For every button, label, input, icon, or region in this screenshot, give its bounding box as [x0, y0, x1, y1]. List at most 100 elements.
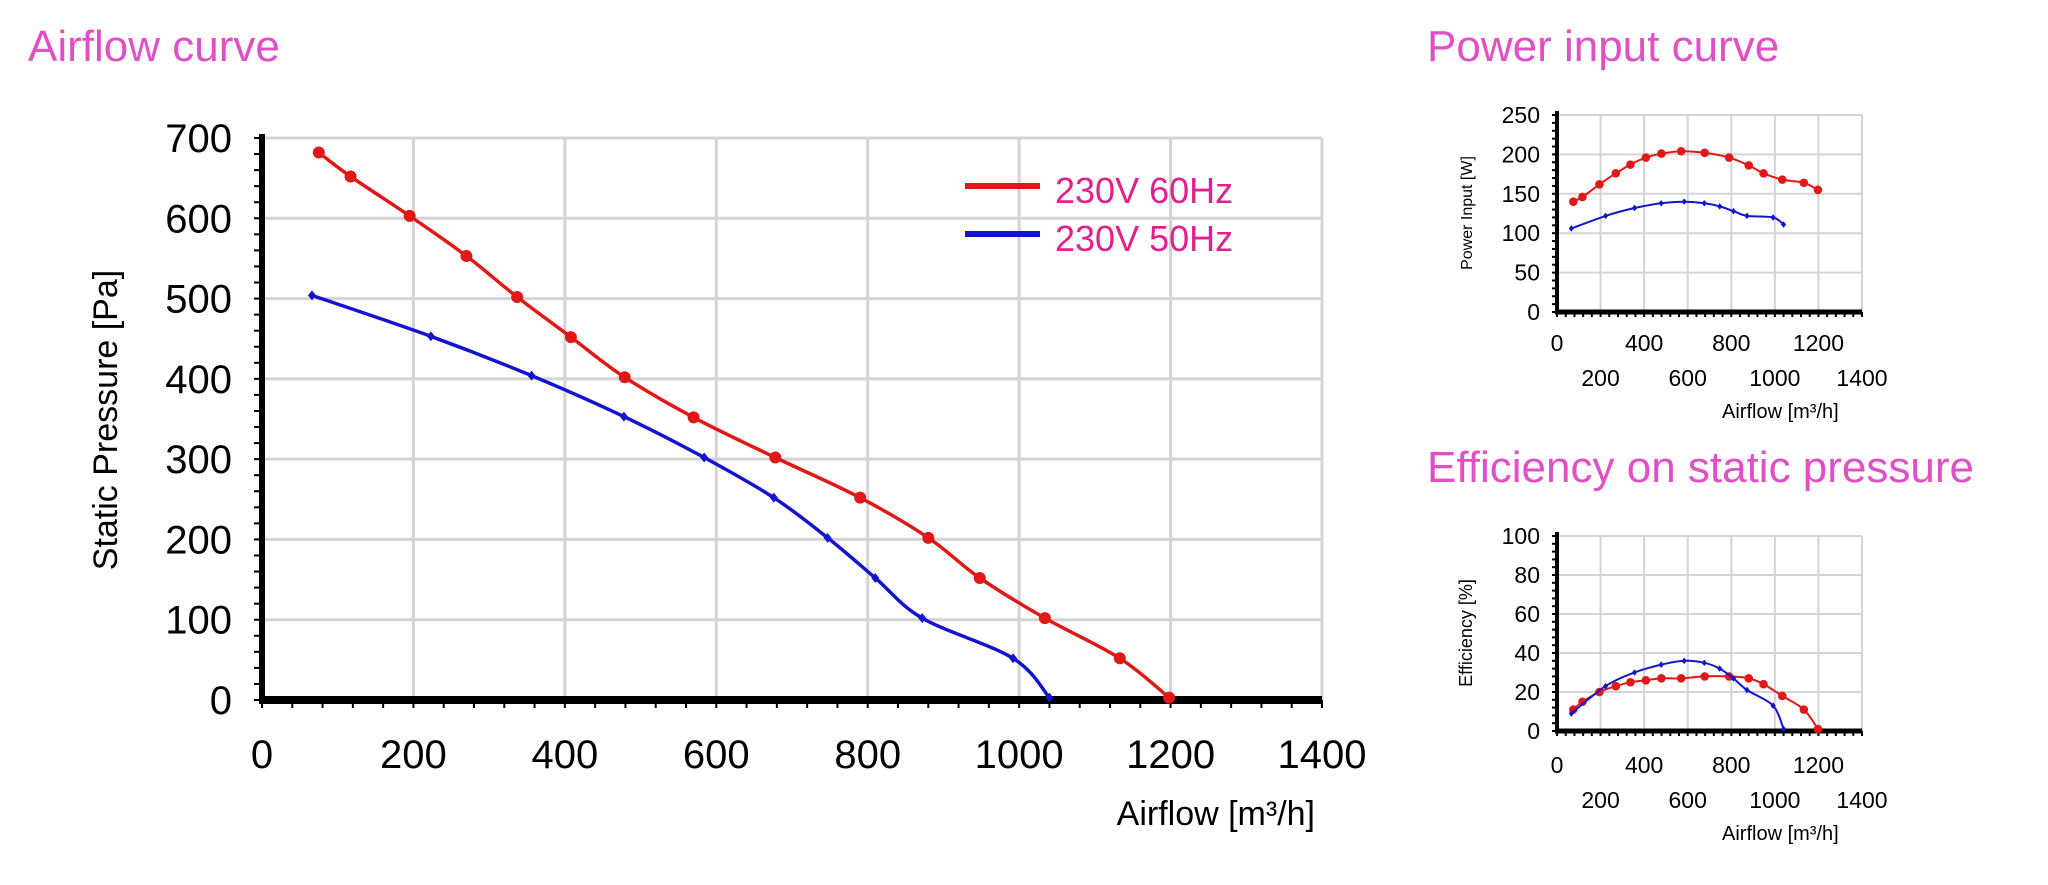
- airflow-point-60hz: [344, 170, 357, 183]
- airflow-point-50hz: [307, 290, 316, 301]
- airflow-y-tick-label: 0: [210, 679, 232, 723]
- power-point-50hz: [1780, 221, 1787, 228]
- power-point-60hz: [1626, 160, 1635, 169]
- efficiency-point-50hz: [1568, 710, 1575, 717]
- airflow-y-tick-label: 700: [165, 117, 232, 161]
- power-input-curve-title: Power input curve: [1427, 22, 1780, 71]
- efficiency-point-60hz: [1777, 691, 1787, 701]
- airflow-y-tick-label: 400: [165, 358, 232, 402]
- airflow-point-60hz: [769, 451, 782, 464]
- efficiency-point-60hz: [1578, 697, 1587, 707]
- efficiency-y-tick-label: 40: [1514, 640, 1540, 666]
- efficiency-point-60hz: [1799, 705, 1809, 714]
- efficiency-y-tick-label: 0: [1527, 718, 1540, 744]
- airflow-point-60hz: [618, 371, 631, 384]
- airflow-x-tick-label: 800: [834, 733, 901, 777]
- airflow-point-50hz: [871, 572, 880, 583]
- legend-label-60hz: 230V 60Hz: [1055, 170, 1233, 211]
- power-point-50hz: [1744, 212, 1750, 220]
- airflow-point-50hz: [1045, 692, 1054, 703]
- efficiency-chart: 0204060801000200400600800100012001400Air…: [1456, 523, 1888, 845]
- airflow-chart: 0 100 200 300 400 500 600 700 0 200 400 600 800 1000 1…: [87, 117, 1366, 833]
- power-chart: 0501001502002500200400600800100012001400…: [1459, 102, 1888, 423]
- efficiency-point-60hz: [1641, 676, 1651, 685]
- efficiency-x-tick-label: 1000: [1749, 787, 1800, 813]
- airflow-x-tick-label: 600: [683, 733, 750, 777]
- efficiency-point-60hz: [1611, 681, 1621, 691]
- power-series-line-50hz: [1571, 200, 1785, 230]
- efficiency-point-50hz: [1602, 682, 1609, 690]
- power-x-tick-label: 800: [1712, 330, 1750, 356]
- airflow-point-50hz: [918, 613, 927, 624]
- power-point-60hz: [1578, 192, 1587, 202]
- power-y-tick-label: 50: [1514, 260, 1540, 286]
- airflow-series-line-50hz: [311, 293, 1051, 699]
- efficiency-y-tick-label: 100: [1502, 523, 1540, 549]
- airflow-point-50hz: [527, 370, 536, 381]
- legend-label-50hz: 230V 50Hz: [1055, 218, 1233, 259]
- efficiency-point-60hz: [1813, 724, 1823, 734]
- power-point-50hz: [1631, 204, 1638, 212]
- power-x-tick-label: 200: [1581, 365, 1619, 391]
- power-point-60hz: [1799, 178, 1809, 188]
- airflow-point-50hz: [619, 411, 628, 422]
- efficiency-x-tick-label: 600: [1669, 787, 1707, 813]
- power-point-60hz: [1676, 146, 1686, 156]
- airflow-x-tick-label: 200: [380, 733, 447, 777]
- airflow-point-50hz: [769, 492, 778, 503]
- efficiency-y-tick-label: 80: [1514, 562, 1540, 588]
- airflow-point-60hz: [312, 146, 325, 159]
- airflow-point-50hz: [823, 532, 832, 543]
- power-point-50hz: [1681, 198, 1687, 205]
- power-point-50hz: [1730, 207, 1737, 215]
- power-point-50hz: [1602, 212, 1609, 220]
- efficiency-point-60hz: [1759, 679, 1768, 689]
- airflow-x-tick-label: 1400: [1278, 733, 1367, 777]
- airflow-point-60hz: [1038, 612, 1051, 625]
- efficiency-series-line-50hz: [1570, 659, 1785, 730]
- power-point-50hz: [1568, 225, 1575, 232]
- airflow-y-tick-label: 100: [165, 599, 232, 643]
- power-point-60hz: [1777, 175, 1787, 184]
- airflow-x-tick-label: 1200: [1126, 733, 1215, 777]
- airflow-point-60hz: [1163, 691, 1176, 704]
- power-point-60hz: [1744, 161, 1754, 170]
- airflow-x-axis-label: Airflow [m³/h]: [1117, 795, 1315, 833]
- airflow-point-60hz: [403, 209, 416, 222]
- power-x-axis-label: Airflow [m³/h]: [1722, 401, 1839, 423]
- airflow-point-50hz: [700, 452, 709, 463]
- efficiency-x-tick-label: 1400: [1836, 787, 1887, 813]
- efficiency-x-tick-label: 1200: [1793, 752, 1844, 778]
- power-x-tick-label: 600: [1669, 365, 1707, 391]
- power-point-60hz: [1813, 185, 1823, 195]
- airflow-point-60hz: [687, 411, 700, 424]
- efficiency-x-tick-label: 200: [1581, 787, 1619, 813]
- airflow-y-axis-label: Static Pressure [Pa]: [87, 270, 125, 570]
- power-point-50hz: [1658, 199, 1664, 207]
- airflow-x-tick-label: 400: [531, 733, 598, 777]
- airflow-point-60hz: [511, 290, 524, 303]
- power-point-60hz: [1569, 197, 1578, 206]
- legend: 230V 60Hz 230V 50Hz: [965, 170, 1233, 259]
- airflow-point-50hz: [426, 331, 435, 342]
- airflow-x-tick-label: 1000: [975, 733, 1064, 777]
- power-point-60hz: [1595, 180, 1604, 189]
- airflow-y-tick-label: 600: [165, 197, 232, 241]
- power-point-60hz: [1641, 153, 1651, 162]
- airflow-point-60hz: [1113, 652, 1126, 665]
- power-point-60hz: [1724, 153, 1734, 162]
- efficiency-curve-title: Efficiency on static pressure: [1427, 443, 1974, 492]
- efficiency-x-tick-label: 800: [1712, 752, 1750, 778]
- airflow-y-tick-label: 300: [165, 438, 232, 482]
- efficiency-y-axis-label: Efficiency [%]: [1456, 579, 1476, 687]
- power-x-tick-label: 0: [1551, 330, 1564, 356]
- power-x-tick-label: 1000: [1749, 365, 1800, 391]
- power-point-50hz: [1701, 199, 1707, 207]
- efficiency-point-60hz: [1676, 674, 1686, 683]
- power-x-tick-label: 400: [1625, 330, 1663, 356]
- power-x-tick-label: 1200: [1793, 330, 1844, 356]
- power-point-50hz: [1770, 214, 1776, 221]
- power-y-tick-label: 150: [1502, 181, 1540, 207]
- power-y-tick-label: 0: [1527, 299, 1540, 325]
